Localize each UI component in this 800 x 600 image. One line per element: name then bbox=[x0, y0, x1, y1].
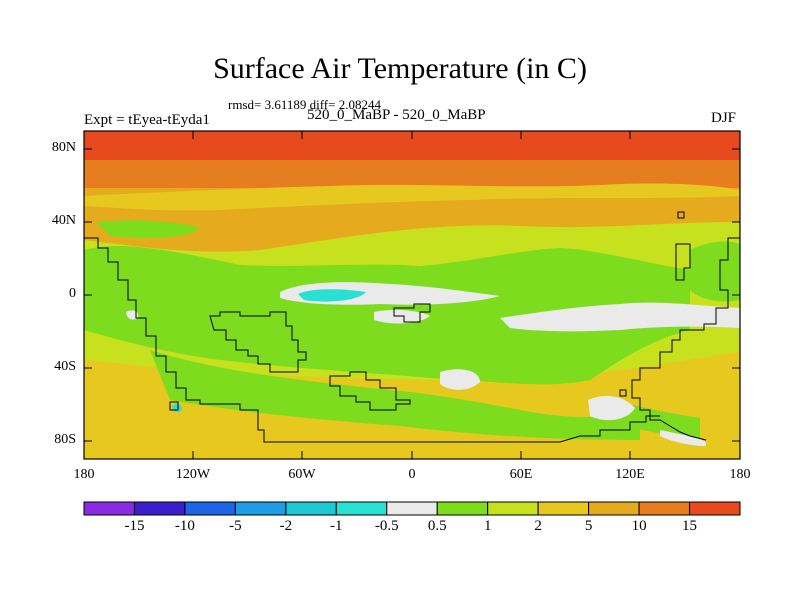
colorbar-label: -10 bbox=[174, 518, 195, 534]
colorbar-box-8 bbox=[487, 501, 539, 516]
cyan-equatorial-anomaly bbox=[298, 289, 366, 302]
colorbar-label: -1 bbox=[330, 518, 343, 534]
colorbar-label: -15 bbox=[124, 518, 145, 534]
x-tick-180w: 180 bbox=[73, 467, 95, 482]
white-small-west bbox=[126, 310, 139, 320]
y-tick-40n: 40N bbox=[51, 213, 76, 228]
green-south-atlantic bbox=[150, 350, 640, 440]
colorbar-box-6 bbox=[386, 501, 438, 516]
white-southeast-patch bbox=[588, 395, 635, 421]
colorbar-box-12 bbox=[689, 501, 741, 516]
colorbar-label: 15 bbox=[682, 518, 698, 534]
white-small-ne bbox=[374, 309, 430, 324]
coastline-small-south-islands bbox=[169, 389, 627, 411]
coastline-east-island bbox=[393, 303, 431, 323]
colorbar-label: 2 bbox=[534, 518, 542, 534]
continent-outlines bbox=[84, 211, 740, 443]
axis-ticks bbox=[83, 131, 741, 459]
coastline-east-peninsula bbox=[675, 211, 691, 281]
colorbar-box-0 bbox=[83, 501, 135, 516]
white-antarctic-strip bbox=[660, 430, 706, 446]
colorbar-box-10 bbox=[588, 501, 640, 516]
stats-label: rmsd= 3.61189 diff= 2.08244 bbox=[228, 97, 381, 112]
green-far-east bbox=[690, 241, 740, 302]
white-indian-patch bbox=[500, 302, 740, 332]
green-north-pacific bbox=[96, 220, 200, 238]
y-tick-0: 0 bbox=[69, 286, 76, 301]
comparison-label: 520_0_MaBP - 520_0_MaBP bbox=[307, 107, 486, 123]
colorbar bbox=[83, 501, 741, 516]
colorbar-box-9 bbox=[537, 501, 590, 516]
x-tick-0: 0 bbox=[408, 467, 416, 482]
colorbar-box-3 bbox=[234, 501, 287, 516]
colorbar-box-11 bbox=[638, 501, 691, 516]
colorbar-label: 1 bbox=[483, 518, 492, 534]
x-tick-120w: 120W bbox=[175, 467, 211, 482]
x-tick-60w: 60W bbox=[288, 467, 316, 482]
experiment-label: Expt = tEyea-tEyda1 bbox=[84, 112, 210, 128]
colorbar-label: 10 bbox=[631, 518, 647, 534]
colorbar-box-4 bbox=[285, 501, 337, 516]
coastline-west-landmass bbox=[84, 237, 660, 443]
colorbar-label: -5 bbox=[229, 518, 242, 534]
colorbar-label: -0.5 bbox=[374, 518, 399, 534]
white-south-patch bbox=[440, 369, 480, 390]
coastline-south-island bbox=[329, 371, 411, 411]
colorbar-label: -2 bbox=[279, 518, 293, 534]
colorbar-label: 5 bbox=[584, 518, 593, 534]
season-label: DJF bbox=[711, 110, 737, 126]
colorbar-label: 0.5 bbox=[427, 518, 447, 534]
colorbar-box-1 bbox=[133, 501, 186, 516]
y-tick-80n: 80N bbox=[51, 140, 76, 155]
x-tick-60e: 60E bbox=[509, 467, 533, 482]
coastline-central-continent bbox=[209, 311, 307, 373]
colorbar-box-7 bbox=[436, 501, 489, 516]
x-tick-180e: 180 bbox=[729, 467, 751, 482]
coastline-east-landmass bbox=[631, 237, 740, 441]
y-tick-80s: 80S bbox=[54, 432, 76, 447]
chart-title: Surface Air Temperature (in C) bbox=[213, 52, 587, 85]
x-tick-120e: 120E bbox=[615, 467, 645, 482]
y-tick-40s: 40S bbox=[54, 359, 76, 374]
colorbar-box-2 bbox=[184, 501, 236, 516]
colorbar-box-5 bbox=[335, 501, 388, 516]
band-north-mid-light bbox=[84, 183, 740, 211]
